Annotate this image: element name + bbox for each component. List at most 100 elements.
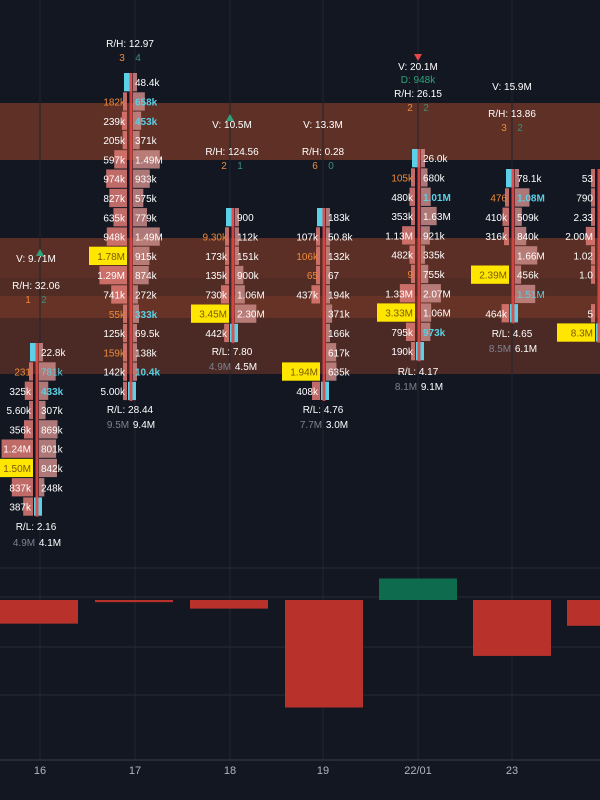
bid-bar [557, 323, 595, 342]
ask-bar [133, 150, 160, 169]
bid-bar [316, 246, 320, 265]
bid-label: 190k [391, 347, 414, 358]
bid-bar [282, 362, 320, 381]
bid-bar [23, 497, 33, 516]
bid-bar [109, 188, 127, 208]
poc-marker [317, 208, 325, 227]
bid-label: 316k [485, 232, 508, 243]
bid-bar [591, 265, 595, 284]
poc-marker [412, 149, 420, 168]
count-label: 6 [312, 161, 318, 172]
ask-bar [326, 246, 330, 265]
bid-label: 635k [103, 213, 126, 224]
bid-label: 1.13M [385, 231, 413, 242]
bid-bar [316, 265, 320, 285]
bid-bar [89, 246, 127, 265]
bid-label: 9.30k [203, 232, 228, 243]
ask-label: 2.07M [423, 289, 451, 300]
ask-bar [326, 265, 330, 285]
ask-label: 801k [41, 445, 64, 456]
footer-value: 9.5M [107, 420, 129, 431]
ask-label: 26.0k [423, 154, 448, 165]
ask-bar [235, 208, 239, 227]
ask-label: 194k [328, 290, 351, 301]
x-tick-label: 16 [33, 765, 47, 777]
delta-bar [0, 600, 78, 624]
ask-bar [133, 323, 137, 343]
ask-bar [326, 285, 330, 304]
ask-bar [421, 168, 428, 187]
ask-bar [326, 362, 337, 381]
ask-label: 22.8k [41, 348, 66, 359]
poc-marker [124, 73, 132, 92]
bid-bar [220, 285, 229, 304]
ratio-high-label: R/H: 0.28 [302, 147, 345, 158]
bid-label: 1.24M [3, 445, 31, 456]
bid-label: 231 [14, 367, 31, 378]
bid-bar [123, 323, 127, 343]
x-tick-label: 17 [128, 765, 142, 777]
count-label: 2 [221, 161, 227, 172]
bid-label: 53 [582, 174, 594, 185]
ask-bar [421, 245, 425, 264]
ask-bar [421, 264, 429, 284]
bid-bar [471, 265, 509, 284]
bid-bar [502, 207, 509, 226]
bid-bar [29, 362, 33, 381]
bid-label: 205k [103, 136, 126, 147]
bid-label: 5.00k [101, 387, 126, 398]
bid-bar [410, 206, 415, 226]
count-label: 4 [135, 53, 141, 64]
ask-bar [133, 266, 149, 285]
ask-bar [133, 111, 142, 130]
bid-bar [123, 92, 127, 111]
ask-label: 78.1k [517, 174, 542, 185]
ask-bar [421, 206, 437, 226]
ask-bar [421, 322, 431, 341]
ask-label: 1.63M [423, 212, 451, 223]
ask-label: 1.06M [423, 309, 451, 320]
count-label: 2 [423, 103, 429, 114]
ask-bar [326, 304, 333, 323]
bid-label: 325k [9, 387, 32, 398]
ask-label: 183k [328, 213, 351, 224]
ask-bar [133, 304, 139, 323]
bid-bar [224, 323, 229, 343]
footer-value: 4.1M [39, 538, 61, 549]
ask-bar [515, 246, 538, 265]
ratio-low-label: R/L: 2.16 [16, 522, 57, 533]
bid-bar [591, 188, 595, 207]
ask-label: 1.49M [135, 155, 163, 166]
x-tick-label: 18 [223, 765, 237, 777]
bid-bar [503, 226, 509, 246]
ask-label: 658k [135, 97, 158, 108]
bid-bar [113, 208, 127, 227]
bid-label: 730k [205, 290, 228, 301]
delta-histogram [0, 578, 600, 708]
delta-bar [473, 600, 551, 656]
bid-bar [316, 227, 320, 246]
footer-value: 9.4M [133, 420, 155, 431]
footer-value: 4.5M [235, 362, 257, 373]
bid-bar [409, 187, 415, 206]
ask-label: 1.06M [237, 290, 265, 301]
bid-bar [23, 420, 33, 439]
bid-bar [0, 458, 33, 478]
arrow-down-icon [414, 54, 422, 61]
arrow-up-icon [226, 114, 234, 121]
count-label: 3 [501, 123, 507, 134]
x-tick-label: 22/01 [404, 765, 432, 777]
bid-label: 948k [103, 233, 126, 244]
bid-label: 795k [391, 328, 414, 339]
ratio-high-label: R/H: 26.15 [394, 89, 442, 100]
bid-label: 2.33 [574, 213, 594, 224]
bid-label: 1.94M [290, 368, 318, 379]
ask-label: 69.5k [135, 329, 160, 340]
bid-bar [377, 303, 415, 322]
ask-label: 50.8k [328, 232, 353, 243]
bid-bar [591, 169, 595, 188]
price-zone [0, 296, 600, 318]
ratio-low-label: R/L: 4.76 [303, 405, 344, 416]
bid-bar [123, 362, 127, 381]
